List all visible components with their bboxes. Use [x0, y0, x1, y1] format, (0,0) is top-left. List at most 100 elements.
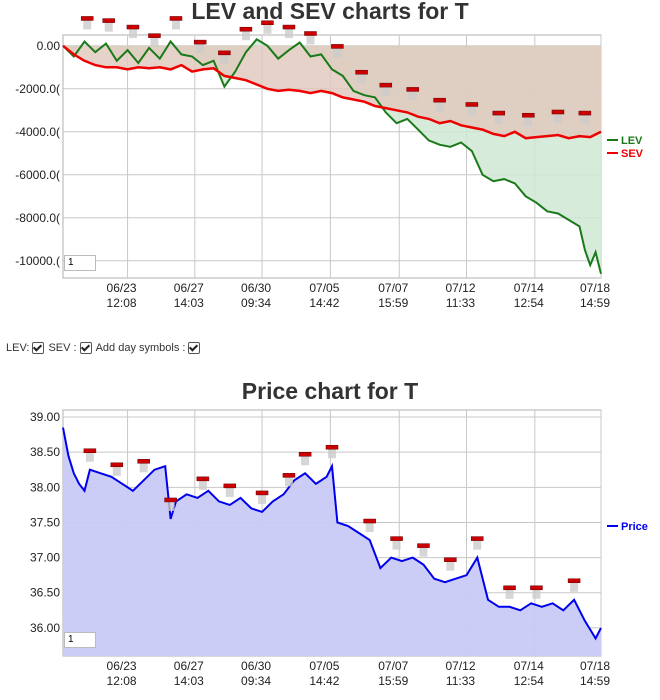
lev-sev-day-symbol-bar — [553, 112, 562, 123]
lev-sev-day-symbol-bar — [196, 43, 205, 54]
price-day-symbol — [282, 473, 296, 478]
lev-sev-day-symbol-bar — [150, 36, 159, 47]
price-day-symbol — [530, 585, 543, 591]
price-day-symbol-bar — [139, 462, 148, 473]
price-day-symbol-bar — [473, 539, 482, 550]
lev-sev-day-symbol-bar — [104, 21, 113, 32]
price-y-tick-label: 36.00 — [30, 621, 60, 635]
price-x-tick-label: 06/27 14:03 — [174, 659, 204, 688]
price-day-symbol — [567, 578, 581, 584]
price-day-symbol — [325, 444, 339, 450]
lev-sev-day-symbol — [522, 112, 535, 118]
lev-sev-x-tick-label: 07/14 12:54 — [514, 281, 544, 310]
lev-sev-day-symbol-bar — [220, 53, 229, 64]
lev-sev-day-symbol-bar — [524, 116, 533, 127]
price-day-symbol-bar — [446, 560, 455, 571]
price-x-tick-label: 07/05 14:42 — [309, 659, 339, 688]
lev-sev-day-symbol-bar — [306, 34, 315, 45]
lev-sev-x-tick-label: 06/30 09:34 — [241, 281, 271, 310]
price-x-tick-label: 07/12 11:33 — [445, 659, 475, 688]
lev-sev-day-symbol-bar — [241, 30, 250, 41]
price-day-symbol-bar — [258, 493, 267, 504]
lev-sev-day-symbol-bar — [381, 86, 390, 97]
day-symbols-toggle[interactable]: Add day symbols : — [96, 342, 201, 354]
lev-sev-day-symbol — [218, 50, 231, 56]
lev-checkbox[interactable] — [32, 342, 45, 354]
price-day-symbol-bar — [166, 500, 175, 511]
price-day-symbol-bar — [328, 448, 336, 459]
price-day-symbol — [363, 518, 376, 524]
price-y-tick-label: 38.00 — [30, 480, 60, 494]
price-line — [62, 427, 602, 641]
price-day-symbol — [503, 585, 516, 591]
price-x-tick-label: 07/14 12:54 — [514, 659, 544, 688]
sev-toggle-label: SEV : — [48, 342, 77, 354]
lev-sev-day-symbol — [148, 33, 161, 38]
lev-sev-x-tick-label: 07/07 15:59 — [378, 281, 408, 310]
price-day-symbol-bar — [570, 581, 579, 592]
lev-sev-y-tick-label: -2000.0( — [15, 82, 60, 96]
price-day-symbol — [298, 452, 312, 457]
price-day-symbol-bar — [419, 546, 428, 557]
lev-toggle[interactable]: LEV: — [6, 342, 45, 354]
lev-sev-day-symbol-bar — [83, 19, 92, 30]
price-y-tick-label: 37.50 — [30, 515, 60, 529]
sev-line — [62, 44, 602, 140]
lev-sev-y-tick-label: -8000.0( — [15, 211, 60, 225]
lev-sev-day-symbol — [331, 44, 344, 49]
price-day-symbol — [83, 448, 97, 453]
lev-sev-y-tick-label: -10000.( — [15, 254, 60, 268]
lev-sev-day-symbol — [239, 26, 253, 32]
price-day-symbol-bar — [225, 486, 234, 497]
price-day-symbol — [164, 497, 177, 503]
price-day-symbol-bar — [392, 539, 401, 550]
lev-sev-x-tick-label: 07/12 11:33 — [445, 281, 475, 310]
price-chart-title: Price chart for T — [241, 378, 419, 404]
lev-sev-day-symbol-bar — [435, 101, 444, 112]
lev-sev-day-symbol — [102, 18, 115, 23]
lev-page-input[interactable]: 1 — [64, 255, 96, 271]
lev-sev-day-symbol — [578, 110, 592, 116]
legend-lev-label: LEV — [621, 135, 643, 147]
lev-sev-day-symbol — [261, 20, 274, 26]
lev-sev-day-symbol-bar — [580, 114, 589, 125]
lev-sev-day-symbol — [126, 24, 140, 30]
price-page-input[interactable]: 1 — [64, 632, 96, 648]
price-area — [63, 427, 601, 656]
lev-sev-day-symbol — [169, 16, 183, 21]
lev-sev-x-tick-label: 06/27 14:03 — [174, 281, 204, 310]
lev-sev-day-symbol-bar — [263, 23, 272, 34]
price-y-tick-label: 36.50 — [30, 586, 60, 600]
lev-sev-y-tick-label: -6000.0( — [15, 168, 60, 182]
lev-sev-day-symbol — [379, 82, 393, 88]
price-day-symbol — [255, 490, 269, 496]
price-x-tick-label: 06/30 09:34 — [241, 659, 271, 688]
lev-sev-day-symbol — [355, 69, 368, 75]
sev-toggle[interactable]: SEV : — [48, 342, 92, 354]
price-y-tick-label: 38.50 — [30, 445, 60, 459]
lev-sev-x-tick-label: 07/18 14:59 — [580, 281, 610, 310]
price-y-tick-label: 39.00 — [30, 410, 60, 424]
price-x-tick-label: 07/07 15:59 — [378, 659, 408, 688]
series-toggle-controls: LEV: SEV : Add day symbols : — [6, 342, 204, 354]
price-x-tick-label: 06/23 12:08 — [107, 659, 137, 688]
sev-checkbox[interactable] — [79, 342, 92, 354]
legend-sev-label: SEV — [621, 148, 644, 160]
lev-line — [62, 37, 602, 274]
price-day-symbol — [390, 536, 403, 541]
lev-sev-x-tick-label: 07/05 14:42 — [309, 281, 339, 310]
price-day-symbol-bar — [198, 479, 207, 490]
price-day-symbol-bar — [532, 588, 541, 599]
price-day-symbol-bar — [284, 476, 293, 487]
legend-price-label: Price — [621, 521, 648, 533]
lev-sev-x-tick-label: 06/23 12:08 — [107, 281, 137, 310]
price-day-symbol-bar — [112, 465, 121, 476]
price-day-symbol — [196, 476, 210, 482]
lev-sev-day-symbol — [193, 39, 207, 45]
day-symbols-label: Add day symbols : — [95, 342, 186, 354]
price-day-symbol-bar — [85, 451, 94, 462]
lev-sev-day-symbol-bar — [171, 19, 180, 30]
day-symbols-checkbox[interactable] — [188, 342, 201, 354]
price-y-tick-label: 37.00 — [30, 551, 60, 565]
